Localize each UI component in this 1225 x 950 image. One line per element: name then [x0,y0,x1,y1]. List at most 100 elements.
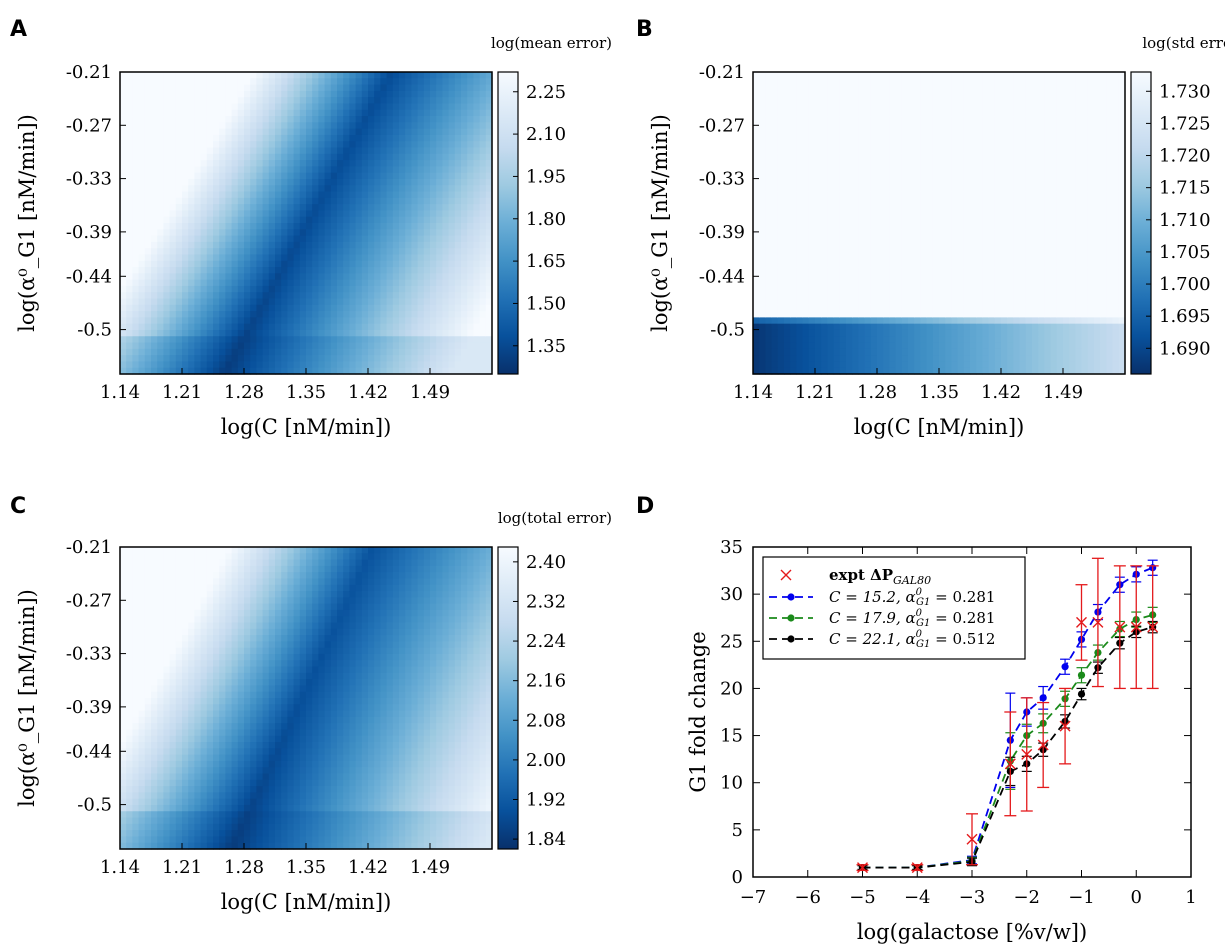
heatmap-cell [355,241,363,249]
heatmap-cell [163,84,171,92]
heatmap-cell [250,166,257,174]
heatmap-cell [281,323,288,331]
heatmap-cell [839,235,847,243]
heatmap-cell [132,78,140,86]
heatmap-cell [275,260,282,268]
heatmap-cell [1013,153,1021,161]
heatmap-cell [467,166,474,174]
heatmap-cell [827,235,835,243]
heatmap-cell [982,317,990,325]
heatmap-cell [275,323,282,331]
heatmap-cell [349,97,357,105]
heatmap-cell [1013,254,1021,262]
heatmap-cell [126,116,133,123]
heatmap-cell [399,97,406,105]
heatmap-cell [250,191,257,199]
heatmap-cell [343,260,350,268]
heatmap-cell [920,90,928,98]
heatmap-cell [920,204,928,212]
heatmap-cell [132,323,140,331]
heatmap-cell [920,128,928,136]
heatmap-cell [976,361,983,369]
heatmap-cell [926,210,934,218]
heatmap-cell [151,191,158,199]
heatmap-cell [945,304,952,312]
heatmap-cell [120,285,127,293]
heatmap-cell [1007,311,1014,318]
heatmap-cell [864,285,872,293]
heatmap-cell [839,285,847,293]
heatmap-cell [355,185,363,193]
heatmap-cell [405,367,412,375]
heatmap-cell [908,147,915,155]
heatmap-cell [852,84,859,92]
heatmap-cell [306,298,313,306]
heatmap-cell [1013,210,1021,218]
heatmap-cell [939,103,946,111]
heatmap-cell [244,197,251,205]
heatmap-cell [256,361,264,369]
heatmap-cell [939,348,946,356]
heatmap-cell [846,329,853,337]
heatmap-cell [430,141,437,149]
heatmap-cell [864,84,872,92]
heatmap-cell [399,134,406,142]
heatmap-cell [988,260,996,268]
heatmap-cell [244,204,251,212]
heatmap-cell [120,160,127,167]
heatmap-cell [852,361,859,369]
heatmap-cell [957,223,965,230]
heatmap-cell [188,178,195,186]
heatmap-cell [939,311,946,318]
heatmap-cell [200,97,208,105]
heatmap-cell [963,361,971,369]
heatmap-cell [268,229,276,237]
heatmap-cell [777,153,785,161]
heatmap-cell [821,336,828,344]
heatmap-cell [219,116,226,123]
heatmap-cell [461,210,468,218]
heatmap-cell [361,172,369,180]
heatmap-cell [126,204,133,212]
heatmap-cell [827,128,835,136]
heatmap-cell [889,134,897,142]
heatmap-cell [175,323,183,331]
heatmap-cell [430,361,437,369]
heatmap-cell [213,241,220,249]
heatmap-cell [405,241,412,249]
heatmap-cell [306,103,313,111]
heatmap-cell [219,134,226,142]
heatmap-cell [411,248,419,256]
heatmap-cell [225,116,233,123]
heatmap-cell [268,311,276,318]
heatmap-cell [939,216,946,224]
heatmap-cell [163,223,171,230]
heatmap-cell [306,260,313,268]
heatmap-cell [157,134,164,142]
heatmap-cell [206,317,214,325]
heatmap-cell [324,361,332,369]
heatmap-cell [970,166,977,174]
heatmap-cell [932,355,940,363]
heatmap-cell [1007,235,1014,243]
heatmap-cell [250,90,257,98]
heatmap-cell [374,90,381,98]
heatmap-cell [889,323,897,331]
heatmap-cell [994,97,1002,105]
heatmap-cell [790,210,797,218]
heatmap-cell [771,78,779,86]
heatmap-cell [417,90,425,98]
heatmap-cell [169,78,177,86]
heatmap-cell [337,267,344,274]
heatmap-cell [244,97,251,105]
heatmap-cell [306,204,313,212]
heatmap-cell [473,147,481,155]
heatmap-cell [182,323,189,331]
heatmap-cell [839,273,847,281]
heatmap-cell [808,141,816,149]
heatmap-cell [337,361,344,369]
heatmap-cell [889,84,897,92]
heatmap-cell [895,178,903,186]
heatmap-cell [1001,153,1008,161]
heatmap-cell [436,97,443,105]
